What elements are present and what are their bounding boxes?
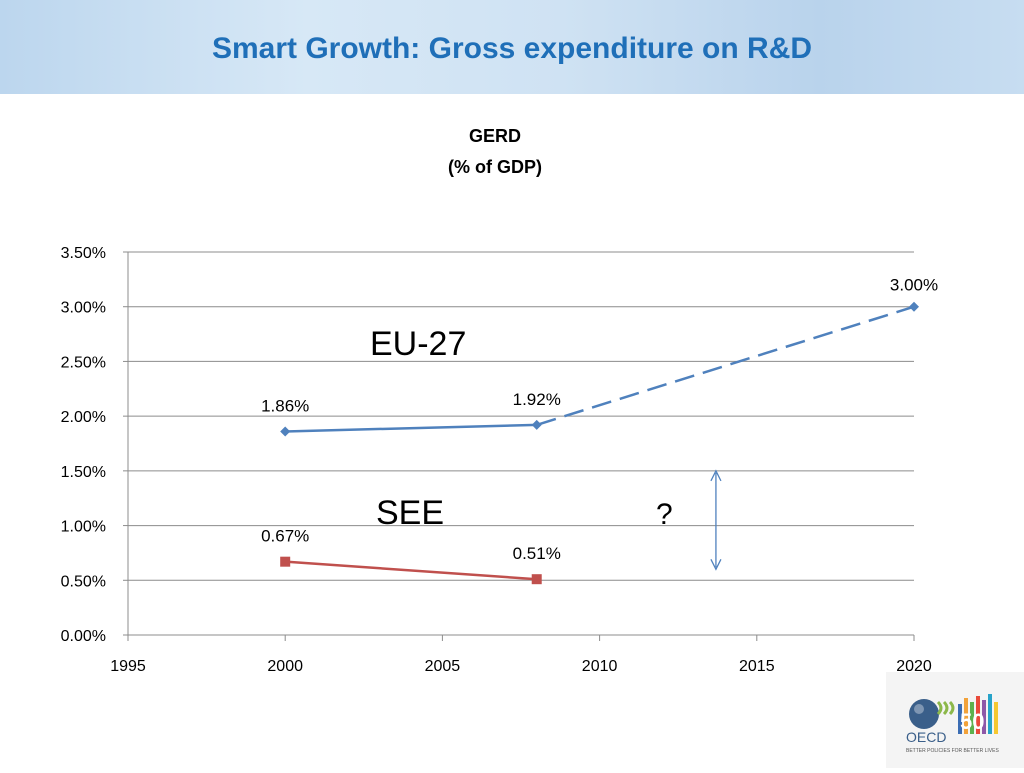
x-tick-label: 2015 [739, 658, 775, 675]
series-target-point [909, 301, 919, 312]
series-name-label: SEE [376, 494, 444, 532]
header-band [0, 0, 1024, 94]
data-label: 1.86% [261, 396, 309, 415]
y-tick-label: 1.00% [61, 519, 106, 536]
logo-number: 50 [960, 709, 984, 734]
chart-subtitle: (% of GDP) [448, 157, 542, 177]
y-tick-label: 2.00% [61, 409, 106, 426]
x-tick-label: 2005 [425, 658, 461, 675]
y-tick-label: 2.50% [61, 354, 106, 371]
series-name-label: EU-27 [370, 325, 466, 363]
oecd-logo-icon: 50 OECD BETTER POLICIES FOR BETTER LIVES [906, 694, 999, 754]
y-tick-label: 0.00% [61, 628, 106, 645]
data-label: 0.51% [513, 544, 561, 563]
target-data-label: 3.00% [890, 276, 938, 295]
y-tick-label: 0.50% [61, 573, 106, 590]
data-label: 0.67% [261, 527, 309, 546]
y-tick-label: 3.00% [61, 300, 106, 317]
series-line [285, 560, 537, 581]
slide-title: Smart Growth: Gross expenditure on R&D [211, 32, 813, 65]
x-tick-label: 1995 [110, 658, 146, 675]
y-tick-label: 1.50% [61, 464, 106, 481]
series-line [285, 423, 537, 433]
oecd-logo: 50 OECD BETTER POLICIES FOR BETTER LIVES [886, 672, 1024, 768]
x-tick-label: 2000 [267, 658, 303, 675]
logo-tagline: BETTER POLICIES FOR BETTER LIVES [906, 748, 999, 754]
x-tick-label: 2020 [896, 658, 932, 675]
data-point [531, 419, 542, 430]
logo-text: OECD [906, 729, 946, 745]
data-point [531, 574, 542, 585]
chart-title: GERD [468, 126, 521, 146]
gap-arrow-head-top [710, 469, 722, 482]
y-tick-label: 3.50% [61, 245, 106, 262]
x-tick-label: 2010 [582, 658, 618, 675]
question-annotation: ? [656, 498, 673, 531]
series-target-line [536, 305, 915, 427]
gap-arrow-head-bottom [710, 559, 722, 571]
data-point [280, 556, 291, 567]
data-point [280, 426, 291, 437]
data-label: 1.92% [513, 390, 561, 409]
